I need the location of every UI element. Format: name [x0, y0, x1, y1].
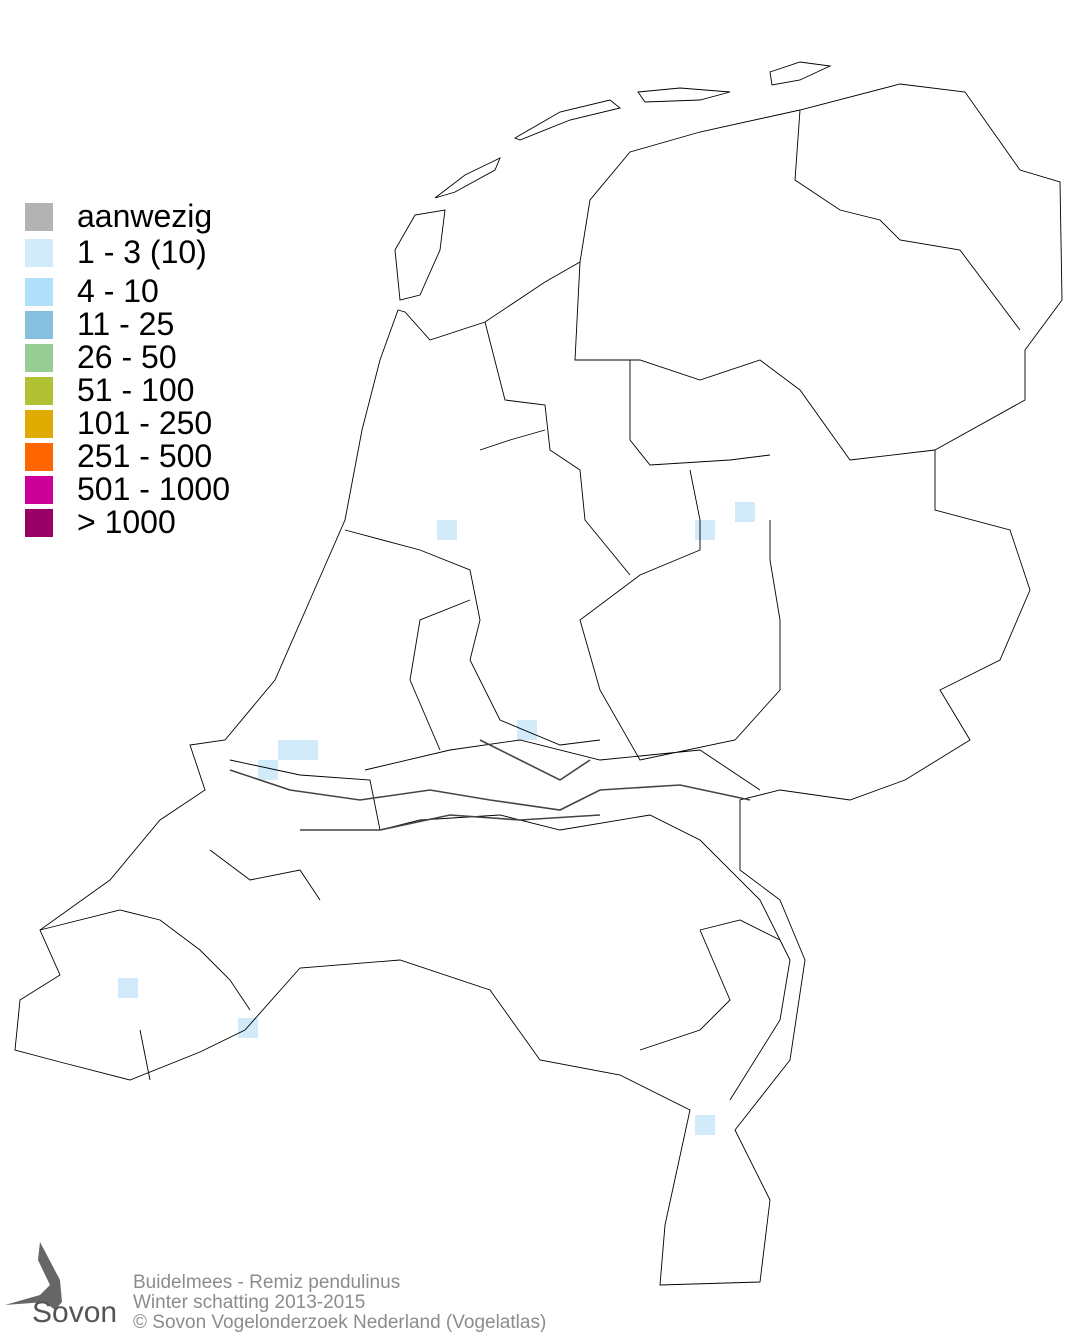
occupied-cell [238, 1018, 258, 1038]
legend-swatch [25, 410, 53, 438]
logo-text: Sovon [32, 1296, 118, 1329]
mainland-outline [14, 83, 1063, 1286]
legend-swatch [25, 443, 53, 471]
occupied-cell [695, 1115, 715, 1135]
copyright: © Sovon Vogelonderzoek Nederland (Vogela… [133, 1312, 547, 1333]
occupied-cells [118, 502, 755, 1135]
occupied-cell [735, 502, 755, 522]
legend-swatch [25, 344, 53, 372]
legend-label: 4 - 10 [77, 273, 159, 309]
map-caption: Buidelmees - Remiz pendulinus Winter sch… [133, 1273, 546, 1333]
legend-label: aanwezig [77, 198, 213, 234]
species-name: Buidelmees - Remiz pendulinus [133, 1272, 401, 1293]
legend-label: 11 - 25 [77, 306, 175, 342]
legend-swatch [25, 377, 53, 405]
legend-label: > 1000 [77, 504, 176, 540]
wadden-vlieland [434, 157, 501, 199]
legend-label: 251 - 500 [77, 438, 213, 474]
sovon-swallow-logo [5, 1242, 62, 1310]
wadden-texel [394, 209, 446, 301]
legend-label: 26 - 50 [77, 339, 177, 375]
map-borders [14, 61, 1063, 1286]
legend-label: 1 - 3 (10) [77, 234, 207, 270]
occupied-cell [118, 978, 138, 998]
legend-swatch [25, 476, 53, 504]
period: Winter schatting 2013-2015 [133, 1292, 366, 1313]
wadden-schiermonnikoog [769, 61, 832, 86]
occupied-cell [258, 760, 278, 780]
province-borders [39, 109, 1021, 1101]
occupied-cell [695, 520, 715, 540]
wadden-ameland [637, 87, 731, 103]
legend-label: 51 - 100 [77, 372, 195, 408]
legend-label: 101 - 250 [77, 405, 213, 441]
legend-swatch [25, 278, 53, 306]
legend-swatch [25, 509, 53, 537]
legend-label: 501 - 1000 [77, 471, 231, 507]
occupied-cell [278, 740, 318, 760]
river-rhine-waal [229, 739, 751, 831]
wadden-terschelling [513, 99, 621, 141]
legend-swatch [25, 239, 53, 267]
occupied-cell [517, 720, 537, 740]
legend-swatch [25, 311, 53, 339]
legend-swatch [25, 203, 53, 231]
occupied-cell [437, 520, 457, 540]
